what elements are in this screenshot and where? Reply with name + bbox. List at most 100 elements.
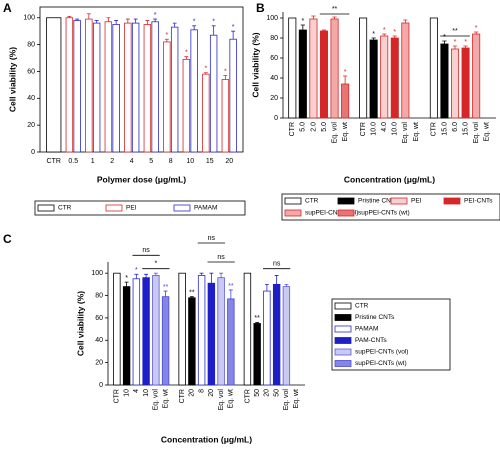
- bracket-label: **: [452, 28, 458, 35]
- error-bar: [284, 283, 289, 287]
- y-axis-title: Cell viability (%): [75, 291, 85, 356]
- x-tick-label: 8: [198, 389, 205, 393]
- legend-label: supPEI-CNTs (wt): [355, 360, 407, 367]
- error-bar: [403, 19, 408, 23]
- significance: **: [228, 283, 234, 290]
- error-bar: [264, 283, 269, 292]
- bar: [190, 29, 198, 153]
- error-bar: [114, 20, 119, 25]
- error-bar: [300, 24, 305, 30]
- x-tick-label: 5.0: [321, 122, 328, 132]
- significance: *: [212, 19, 215, 26]
- legend-label: PEI: [126, 205, 137, 212]
- x-tick-label: CTR: [114, 389, 121, 403]
- bar: [143, 24, 152, 153]
- error-bar: [203, 72, 208, 75]
- bar: [207, 282, 216, 386]
- legend-box: [331, 298, 451, 371]
- significance: *: [154, 12, 157, 19]
- bar: [124, 22, 132, 153]
- x-tick-label: 10.0: [392, 122, 399, 136]
- x-tick-label: Eq. wt: [162, 389, 169, 409]
- x-tick-label: 20: [225, 158, 233, 165]
- x-tick-label: 15: [206, 158, 214, 165]
- bar: [253, 323, 261, 386]
- bar: [272, 283, 281, 386]
- significance: *: [301, 18, 304, 25]
- x-tick-label: 10.0: [370, 122, 377, 136]
- significance: *: [393, 29, 396, 36]
- bar: [104, 21, 113, 153]
- error-bar: [255, 321, 260, 324]
- significance: **: [189, 290, 195, 297]
- bar: [163, 41, 171, 153]
- bar: [46, 17, 62, 153]
- x-tick-label: Eq. vol: [283, 389, 290, 411]
- error-bar: [86, 13, 91, 20]
- significance: *: [344, 69, 347, 76]
- error-bar: [219, 272, 224, 278]
- legend-swatch: [443, 197, 461, 205]
- x-tick-label: 4: [133, 389, 140, 393]
- x-tick-label: CTR: [179, 389, 186, 403]
- bar: [221, 79, 230, 153]
- y-tick-label: 60: [27, 68, 35, 75]
- legend-swatch: [390, 197, 408, 205]
- x-tick-label: CTR: [360, 122, 367, 136]
- x-tick-label: 50: [254, 389, 261, 397]
- bar: [330, 18, 339, 119]
- bar: [178, 272, 186, 386]
- bar: [85, 18, 93, 153]
- significance: *: [224, 68, 227, 75]
- error-bar: [124, 281, 129, 287]
- bracket-label: ns: [208, 235, 216, 242]
- x-tick-label: 50: [273, 389, 280, 397]
- y-tick-label: 80: [95, 292, 103, 299]
- error-bar: [231, 30, 236, 40]
- significance: *: [232, 24, 235, 31]
- legend-box: [34, 200, 246, 216]
- bar: [401, 22, 410, 119]
- plot-frame: [39, 6, 244, 153]
- bar: [450, 48, 460, 119]
- error-bar: [452, 45, 458, 49]
- x-tick-label: 2.0: [310, 122, 317, 132]
- significance: *: [372, 31, 375, 38]
- x-tick-label: Eq. vol: [331, 122, 338, 144]
- x-tick-label: 20: [189, 389, 196, 397]
- legend-swatch: [334, 302, 352, 310]
- error-bar: [332, 16, 337, 19]
- x-tick-label: CTR: [244, 389, 251, 403]
- x-tick-label: Eq. vol: [153, 389, 160, 411]
- y-tick-label: 40: [27, 95, 35, 102]
- bar: [65, 17, 74, 153]
- error-bar: [274, 275, 279, 285]
- y-tick-label: 0: [99, 382, 103, 389]
- y-tick-label: 80: [27, 41, 35, 48]
- y-tick-label: 0: [274, 115, 278, 122]
- error-bar: [311, 15, 316, 19]
- bar: [429, 17, 438, 119]
- significance: *: [165, 32, 168, 39]
- bar: [188, 297, 196, 386]
- bar: [131, 22, 140, 153]
- error-bar: [134, 273, 139, 279]
- y-tick-label: 80: [270, 35, 278, 42]
- x-tick-label: 15.0: [441, 122, 448, 136]
- error-bar: [163, 290, 168, 297]
- significance: *: [464, 39, 467, 46]
- y-tick-label: 0: [31, 149, 35, 156]
- x-tick-label: 10: [123, 389, 130, 397]
- error-bar: [145, 20, 150, 25]
- bar: [161, 296, 170, 386]
- legend-label: Pristine CNTs: [355, 314, 395, 321]
- y-tick-label: 100: [91, 270, 103, 277]
- bar: [229, 38, 237, 153]
- bar: [440, 43, 449, 119]
- legend-swatch: [173, 204, 191, 212]
- bracket-label: *: [154, 261, 157, 268]
- bar: [369, 39, 378, 119]
- bracket-label: ns: [142, 247, 150, 254]
- y-tick-label: 20: [27, 122, 35, 129]
- x-tick-label: Eq. wt: [342, 122, 349, 142]
